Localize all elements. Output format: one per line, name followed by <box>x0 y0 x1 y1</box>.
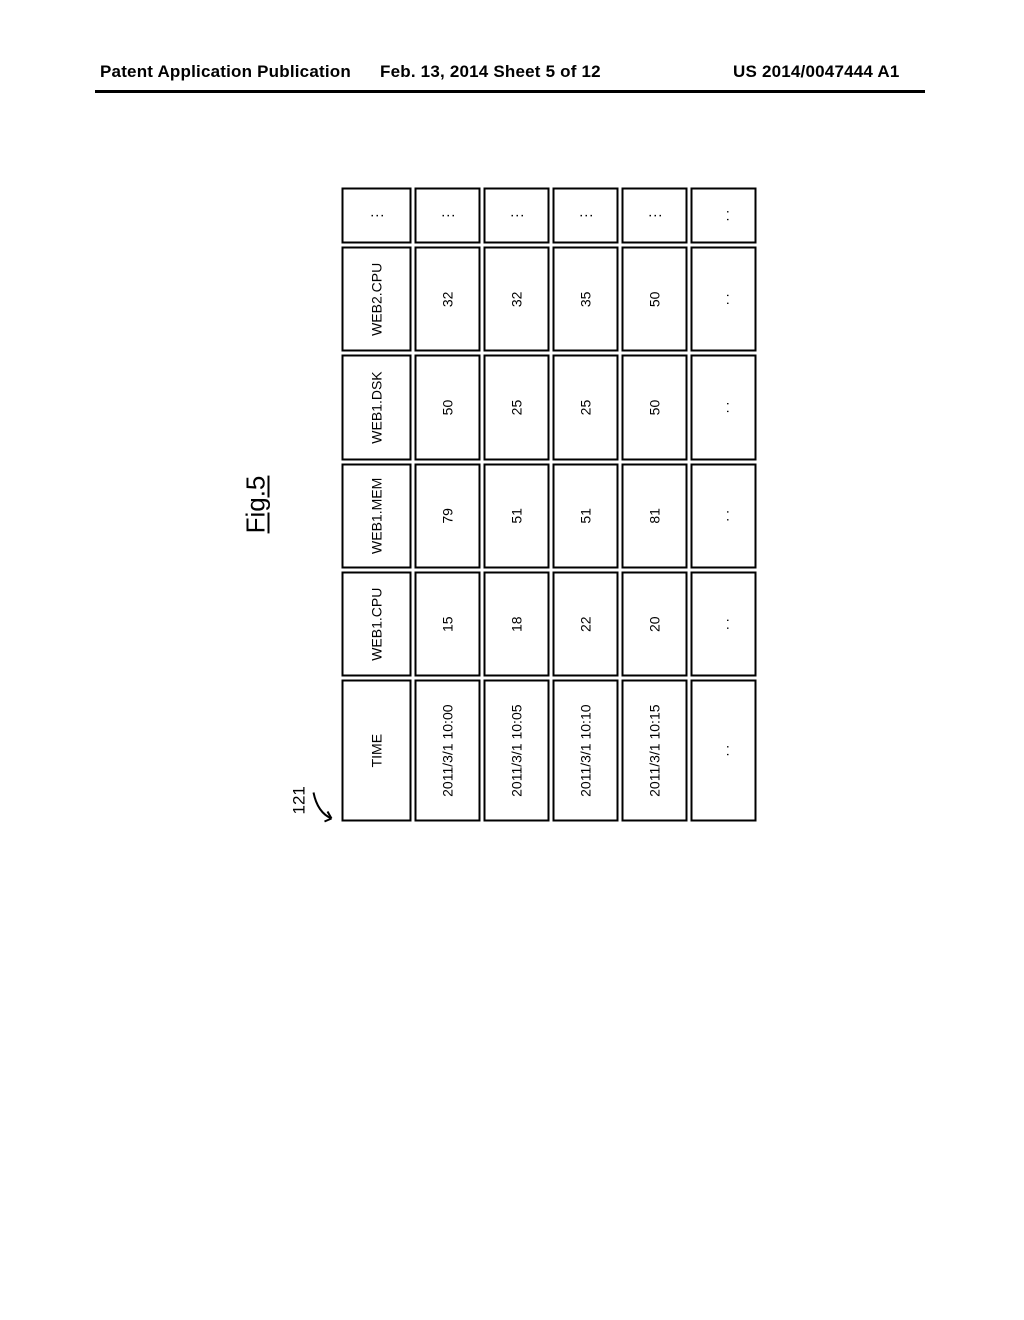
cell-val: 15 <box>415 572 481 677</box>
cell-ell: . . <box>691 188 757 244</box>
cell-ell: . . <box>691 680 757 822</box>
reference-number: 121 <box>290 185 310 815</box>
cell-time: 2011/3/1 10:00 <box>415 680 481 822</box>
cell-val: 35 <box>553 247 619 352</box>
cell-ell: ⋮ <box>415 188 481 244</box>
col-web1-dsk: WEB1.DSK <box>342 355 412 460</box>
col-ellipsis: ⋮ <box>342 188 412 244</box>
col-time: TIME <box>342 680 412 822</box>
table-row: 2011/3/1 10:00 15 79 50 32 ⋮ <box>415 188 481 822</box>
header-date-sheet: Feb. 13, 2014 Sheet 5 of 12 <box>380 62 601 82</box>
cell-val: 51 <box>484 463 550 569</box>
page: Patent Application Publication Feb. 13, … <box>0 0 1024 1320</box>
cell-ell: ⋮ <box>484 188 550 244</box>
figure-label: Fig.5 <box>241 185 272 825</box>
performance-table: TIME WEB1.CPU WEB1.MEM WEB1.DSK WEB2.CPU… <box>339 185 760 825</box>
table-row: 2011/3/1 10:05 18 51 25 32 ⋮ <box>484 188 550 822</box>
cell-time: 2011/3/1 10:15 <box>622 680 688 822</box>
cell-ell: . . <box>691 247 757 352</box>
cell-ell: ⋮ <box>553 188 619 244</box>
header-pubnum: US 2014/0047444 A1 <box>733 62 900 82</box>
cell-ell: . . <box>691 463 757 569</box>
table-row-ellipsis: . . . . . . . . . . . . <box>691 188 757 822</box>
cell-ell: . . <box>691 572 757 677</box>
cell-val: 50 <box>622 247 688 352</box>
cell-val: 32 <box>484 247 550 352</box>
figure-wrapper: Fig.5 121 TIME WEB1.CPU WEB1.MEM WEB1.DS… <box>241 185 760 825</box>
cell-ell: . . <box>691 355 757 460</box>
col-web2-cpu: WEB2.CPU <box>342 247 412 352</box>
cell-val: 25 <box>484 355 550 460</box>
table-row: 2011/3/1 10:10 22 51 25 35 ⋮ <box>553 188 619 822</box>
table-row: 2011/3/1 10:15 20 81 50 50 ⋮ <box>622 188 688 822</box>
cell-val: 32 <box>415 247 481 352</box>
table-header-row: TIME WEB1.CPU WEB1.MEM WEB1.DSK WEB2.CPU… <box>342 188 412 822</box>
cell-val: 20 <box>622 572 688 677</box>
cell-val: 22 <box>553 572 619 677</box>
cell-val: 50 <box>415 355 481 460</box>
col-web1-mem: WEB1.MEM <box>342 463 412 569</box>
cell-ell: ⋮ <box>622 188 688 244</box>
cell-val: 50 <box>622 355 688 460</box>
cell-time: 2011/3/1 10:10 <box>553 680 619 822</box>
cell-val: 25 <box>553 355 619 460</box>
col-web1-cpu: WEB1.CPU <box>342 572 412 677</box>
cell-time: 2011/3/1 10:05 <box>484 680 550 822</box>
header-rule <box>95 90 925 93</box>
header-publication: Patent Application Publication <box>100 62 351 82</box>
cell-val: 51 <box>553 463 619 569</box>
cell-val: 79 <box>415 463 481 569</box>
cell-val: 81 <box>622 463 688 569</box>
cell-val: 18 <box>484 572 550 677</box>
reference-pointer-icon <box>312 773 334 823</box>
